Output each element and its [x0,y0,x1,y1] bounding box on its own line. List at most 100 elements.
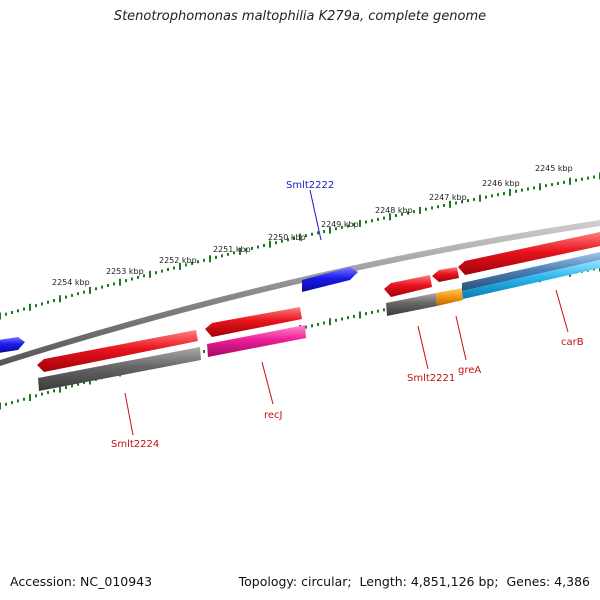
ruler-minor-tick [203,258,205,262]
ruler-major-tick [239,247,241,255]
ruler-minor-tick [311,232,313,236]
ruler-minor-tick [83,381,85,385]
length-label: Length: [359,574,407,589]
ruler-minor-tick [323,230,325,233]
genome-backbone [0,220,600,366]
kbp-tick-label: 2248 kbp [375,206,413,215]
ruler-minor-tick [233,251,235,255]
ruler-major-tick [419,206,421,214]
ruler-minor-tick [167,268,169,271]
kbp-tick-label: 2251 kbp [213,245,251,254]
ruler-minor-tick [473,197,475,201]
ruler-minor-tick [65,295,67,299]
ruler-minor-tick [53,299,55,302]
ruler-minor-tick [491,194,493,198]
ruler-minor-tick [317,322,319,326]
ruler-minor-tick [275,241,277,245]
gene-pink-recj [207,325,306,357]
ruler-minor-tick [437,205,439,209]
ruler-minor-tick [335,318,337,322]
ruler-minor-tick [281,239,283,243]
accession-value: NC_010943 [80,574,153,589]
ruler-major-tick [359,311,361,319]
kbp-tick-label: 2247 kbp [429,193,467,202]
ruler-minor-tick [11,311,13,314]
gene-label-recj[interactable]: recJ [264,410,283,421]
gene-grey-smlt2221 [386,293,437,316]
ruler-minor-tick [161,269,163,273]
ruler-major-tick [59,295,61,303]
ruler-minor-tick [533,186,535,190]
ruler-minor-tick [395,214,397,217]
gene-orange-grea [436,288,463,306]
ruler-minor-tick [293,236,295,240]
ruler-minor-tick [377,309,379,313]
ruler-minor-tick [557,182,559,185]
ruler-minor-tick [155,271,157,275]
ruler-major-tick [389,213,391,221]
ruler-minor-tick [383,216,385,220]
ruler-minor-tick [23,307,25,311]
ruler-minor-tick [227,252,229,256]
gene-label-smlt2221[interactable]: Smlt2221 [407,373,455,384]
gene-blue-left [0,337,25,353]
ruler-major-tick [0,312,1,320]
ruler-minor-tick [71,384,73,388]
ruler-minor-tick [221,254,223,258]
ruler-minor-tick [383,308,385,312]
ruler-minor-tick [443,204,445,207]
kbp-tick-label: 2249 kbp [321,220,359,229]
ruler-minor-tick [137,275,139,279]
gene-label-group: Smlt2222 Smlt2224 recJ Smlt2221 greA car… [111,180,584,450]
ruler-minor-tick [593,175,595,179]
gene-red-recj-upper [205,307,302,337]
ruler-major-tick [479,194,481,202]
ruler-minor-tick [371,310,373,314]
ruler-minor-tick [125,279,127,283]
gene-label-carb[interactable]: carB [561,337,584,348]
gene-label-grea[interactable]: greA [458,365,481,376]
gene-red-grea-upper [432,267,459,282]
ruler-major-tick [29,394,31,401]
ruler-minor-tick [575,178,577,182]
map-title: Stenotrophomonas maltophilia K279a, comp… [113,9,487,24]
ruler-minor-tick [515,189,517,193]
ruler-minor-tick [263,244,265,247]
gene-cyan-carb [462,260,600,299]
gene-smlt2222 [302,267,358,292]
topology-label: Topology: [238,574,298,589]
ruler-minor-tick [251,246,253,250]
ruler-minor-tick [5,312,7,316]
accession-info: Accession: NC_010943 [10,574,152,589]
genes-value: 4,386 [554,574,590,589]
ruler-minor-tick [347,224,349,228]
ruler-minor-tick [347,316,349,320]
kbp-tick-label: 2252 kbp [159,256,197,265]
ruler-minor-tick [545,184,547,188]
gene-label-smlt2222[interactable]: Smlt2222 [286,180,334,191]
ruler-minor-tick [365,220,367,224]
ruler-major-tick [539,183,541,191]
ruler-major-tick [29,303,31,311]
gene-grey-smlt2224 [38,347,201,391]
kbp-tick-label: 2254 kbp [52,278,90,287]
ruler-major-tick [569,177,571,185]
gene-label-smlt2224[interactable]: Smlt2224 [111,439,159,450]
kbp-tick-label: 2245 kbp [535,164,573,173]
ruler-minor-tick [455,201,457,205]
ruler-major-tick [449,200,451,208]
ruler-minor-tick [71,293,73,297]
ruler-major-tick [509,188,511,196]
ruler-minor-tick [65,386,67,389]
ruler-minor-tick [77,382,79,386]
ruler-major-tick [119,278,121,286]
ruler-minor-tick [551,183,553,187]
ruler-major-tick [299,233,301,241]
ruler-minor-tick [401,212,403,216]
ruler-minor-tick [101,285,103,289]
ruler-minor-tick [41,392,43,396]
ruler-minor-tick [323,321,325,325]
ruler-minor-tick [341,317,343,321]
ruler-minor-tick [35,304,37,308]
